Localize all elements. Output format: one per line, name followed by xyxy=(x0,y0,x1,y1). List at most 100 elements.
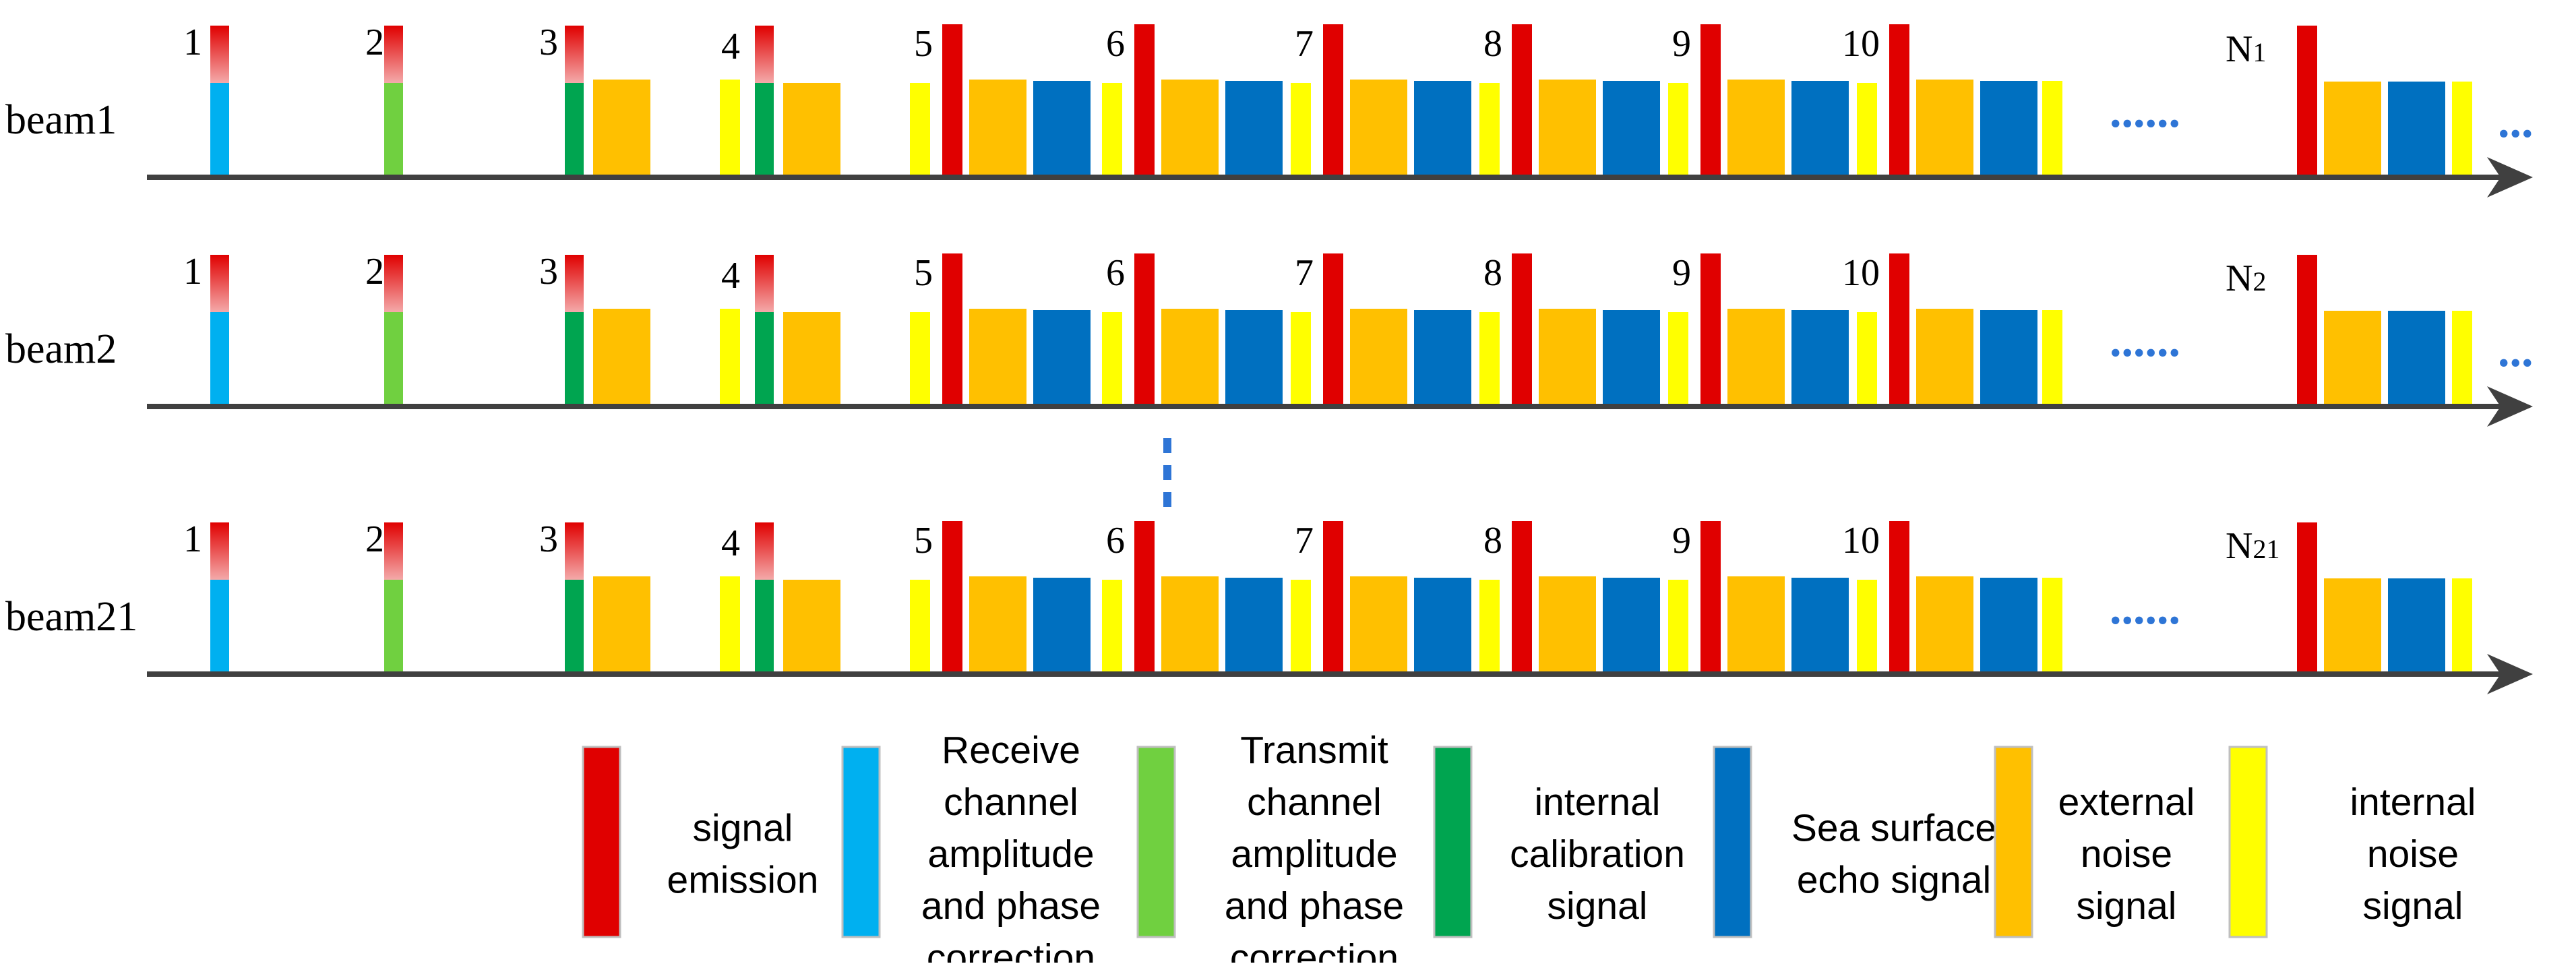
external-noise-bar xyxy=(969,576,1026,674)
legend-label-line: external xyxy=(2058,781,2195,824)
last-pulse-number: N21 xyxy=(2226,525,2279,567)
internal-noise-bar xyxy=(2042,578,2062,674)
internal-calibration-pulse-lower xyxy=(755,83,774,177)
internal-noise-bar xyxy=(1857,580,1877,674)
beam-row-1: beam1 1 2 3 4 5 6 7 8 9 10...... N1... xyxy=(5,22,2534,198)
pulse-number: 2 xyxy=(365,251,384,293)
pulse-number: 2 xyxy=(365,22,384,63)
signal-emission-pulse xyxy=(1134,24,1155,177)
legend-item-receive-correction: Receive channel amplitude and phase correcti… xyxy=(841,729,1101,966)
pulse-number: 2 xyxy=(365,518,384,560)
internal-calibration-pulse-lower xyxy=(565,580,584,674)
between-beams-dots xyxy=(1163,438,1171,507)
legend-label-line: and phase xyxy=(921,884,1101,928)
external-noise-bar xyxy=(1350,576,1407,674)
sea-echo-bar xyxy=(1225,310,1283,406)
pulse-number: 8 xyxy=(1483,252,1502,294)
last-pulse-subscript: 1 xyxy=(2252,37,2266,67)
sea-echo-bar xyxy=(1980,81,2037,177)
external-noise-bar xyxy=(1350,309,1407,406)
receive-correction-pulse-emission-top xyxy=(210,255,229,312)
external-noise-bar xyxy=(969,309,1026,406)
sea-echo-bar xyxy=(1225,81,1283,177)
pulse-number: 6 xyxy=(1106,252,1125,294)
beam-label: beam21 xyxy=(5,594,137,640)
sea-echo-bar xyxy=(1414,578,1471,674)
internal-calibration-pulse-emission-top xyxy=(755,522,774,580)
internal-noise-bar xyxy=(1479,83,1500,177)
legend-label-line: noise xyxy=(2081,833,2172,876)
pulse-number: 1 xyxy=(183,251,202,293)
last-pulse-number: N2 xyxy=(2226,258,2266,299)
internal-noise-bar xyxy=(910,580,930,674)
internal-noise-bar xyxy=(2042,310,2062,406)
internal-noise-bar xyxy=(1102,83,1122,177)
pulse-number: 3 xyxy=(539,251,558,293)
transmit-correction-pulse-emission-top xyxy=(384,255,403,312)
external-noise-bar xyxy=(593,576,650,674)
tail-continuation-dots: ... xyxy=(2498,325,2534,377)
legend-label-line: internal xyxy=(1535,781,1661,824)
legend-swatch xyxy=(1433,746,1473,938)
signal-emission-pulse xyxy=(1323,521,1343,674)
external-noise-bar xyxy=(2324,82,2381,177)
legend-item-sea-echo: Sea surface echo signal xyxy=(1713,746,1996,938)
pulse-number: 3 xyxy=(539,22,558,63)
internal-calibration-pulse-lower xyxy=(565,83,584,177)
sea-echo-bar xyxy=(1791,81,1849,177)
internal-noise-bar xyxy=(1479,580,1500,674)
pulse-number: 6 xyxy=(1106,23,1125,65)
receive-correction-pulse-lower xyxy=(210,580,229,674)
sea-echo-bar xyxy=(1791,310,1849,406)
legend-label-line: channel xyxy=(944,781,1078,824)
external-noise-bar xyxy=(1539,80,1596,177)
pulse-number: 8 xyxy=(1483,23,1502,65)
between-beams-dot xyxy=(1163,465,1171,480)
external-noise-bar xyxy=(1916,309,1973,406)
legend-label-line: signal xyxy=(693,807,793,850)
legend-label-line: amplitude xyxy=(1231,833,1397,876)
internal-noise-bar xyxy=(1479,312,1500,406)
signal-emission-pulse xyxy=(1512,253,1532,406)
signal-emission-pulse xyxy=(1889,521,1909,674)
legend-item-signal-emission: signal emission xyxy=(582,746,818,938)
pulse-number: 10 xyxy=(1842,23,1880,65)
sea-echo-bar xyxy=(1414,81,1471,177)
transmit-correction-pulse-emission-top xyxy=(384,26,403,83)
signal-emission-pulse xyxy=(2297,26,2317,177)
row-continuation-dots: ...... xyxy=(2110,315,2180,367)
legend-item-internal-calibration: internal calibration signal xyxy=(1433,746,1685,938)
pulse-number: 9 xyxy=(1672,252,1691,294)
pulse-number: 4 xyxy=(721,26,740,67)
pulse-number: 5 xyxy=(914,520,933,562)
transmit-correction-pulse-lower xyxy=(384,580,403,674)
external-noise-bar xyxy=(1539,309,1596,406)
internal-calibration-pulse-lower xyxy=(755,312,774,406)
last-pulse-subscript: 21 xyxy=(2252,534,2279,564)
legend-item-internal-noise: internal noise signal xyxy=(2228,746,2476,938)
signal-emission-pulse xyxy=(2297,522,2317,674)
between-beams-dot xyxy=(1163,492,1171,507)
internal-calibration-pulse-emission-top xyxy=(755,26,774,83)
legend-label-line: calibration xyxy=(1510,833,1685,876)
internal-noise-bar xyxy=(2452,311,2472,406)
sea-echo-bar xyxy=(2388,82,2445,177)
external-noise-bar xyxy=(1161,576,1219,674)
legend-swatch xyxy=(582,746,621,938)
receive-correction-pulse-lower xyxy=(210,312,229,406)
internal-noise-bar xyxy=(720,80,740,177)
external-noise-bar xyxy=(1539,576,1596,674)
internal-noise-bar xyxy=(1291,580,1311,674)
external-noise-bar xyxy=(1916,576,1973,674)
pulse-number: 9 xyxy=(1672,23,1691,65)
internal-calibration-pulse-emission-top xyxy=(565,522,584,580)
sea-echo-bar xyxy=(2388,578,2445,674)
external-noise-bar xyxy=(593,309,650,406)
signal-emission-pulse xyxy=(1700,253,1721,406)
signal-emission-pulse xyxy=(1889,24,1909,177)
signal-emission-pulse xyxy=(1512,24,1532,177)
last-pulse-subscript: 2 xyxy=(2252,266,2266,297)
legend-label-line: noise xyxy=(2367,833,2459,876)
transmit-correction-pulse-emission-top xyxy=(384,522,403,580)
